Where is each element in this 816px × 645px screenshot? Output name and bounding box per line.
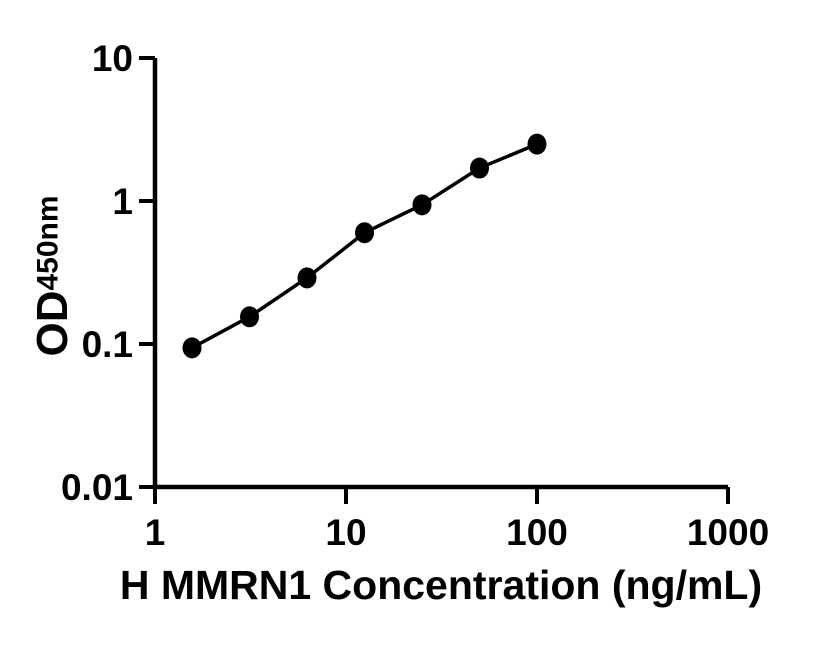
- x-tick-label: 10: [325, 512, 366, 553]
- y-tick-label: 0.01: [61, 467, 133, 508]
- data-point-marker: [470, 157, 490, 179]
- y-tick-label: 0.1: [82, 324, 133, 365]
- x-axis-tick-labels: 1 10 100 1000: [145, 512, 769, 553]
- x-tick-label: 100: [506, 512, 568, 553]
- x-axis-title: H MMRN1 Concentration (ng/mL): [120, 562, 762, 608]
- y-tick-label: 1: [112, 181, 133, 222]
- data-point-marker: [355, 222, 375, 244]
- x-tick-label: 1000: [687, 512, 769, 553]
- y-axis-ticks: [139, 56, 155, 489]
- data-point-marker: [240, 306, 260, 328]
- data-point-marker: [182, 337, 202, 359]
- y-axis-title-subscript: 450nm: [32, 195, 65, 290]
- y-axis-tick-labels: 10 1 0.1 0.01: [61, 38, 133, 508]
- y-axis-title: OD450nm: [28, 195, 77, 356]
- x-axis-ticks: [153, 487, 730, 504]
- data-points: [182, 133, 547, 359]
- data-point-marker: [412, 194, 432, 216]
- x-tick-label: 1: [145, 512, 166, 553]
- data-point-marker: [527, 133, 547, 155]
- y-axis-title-main: OD: [28, 291, 77, 357]
- axis-spine: [152, 58, 728, 490]
- data-point-marker: [297, 267, 317, 289]
- y-tick-label: 10: [92, 38, 133, 79]
